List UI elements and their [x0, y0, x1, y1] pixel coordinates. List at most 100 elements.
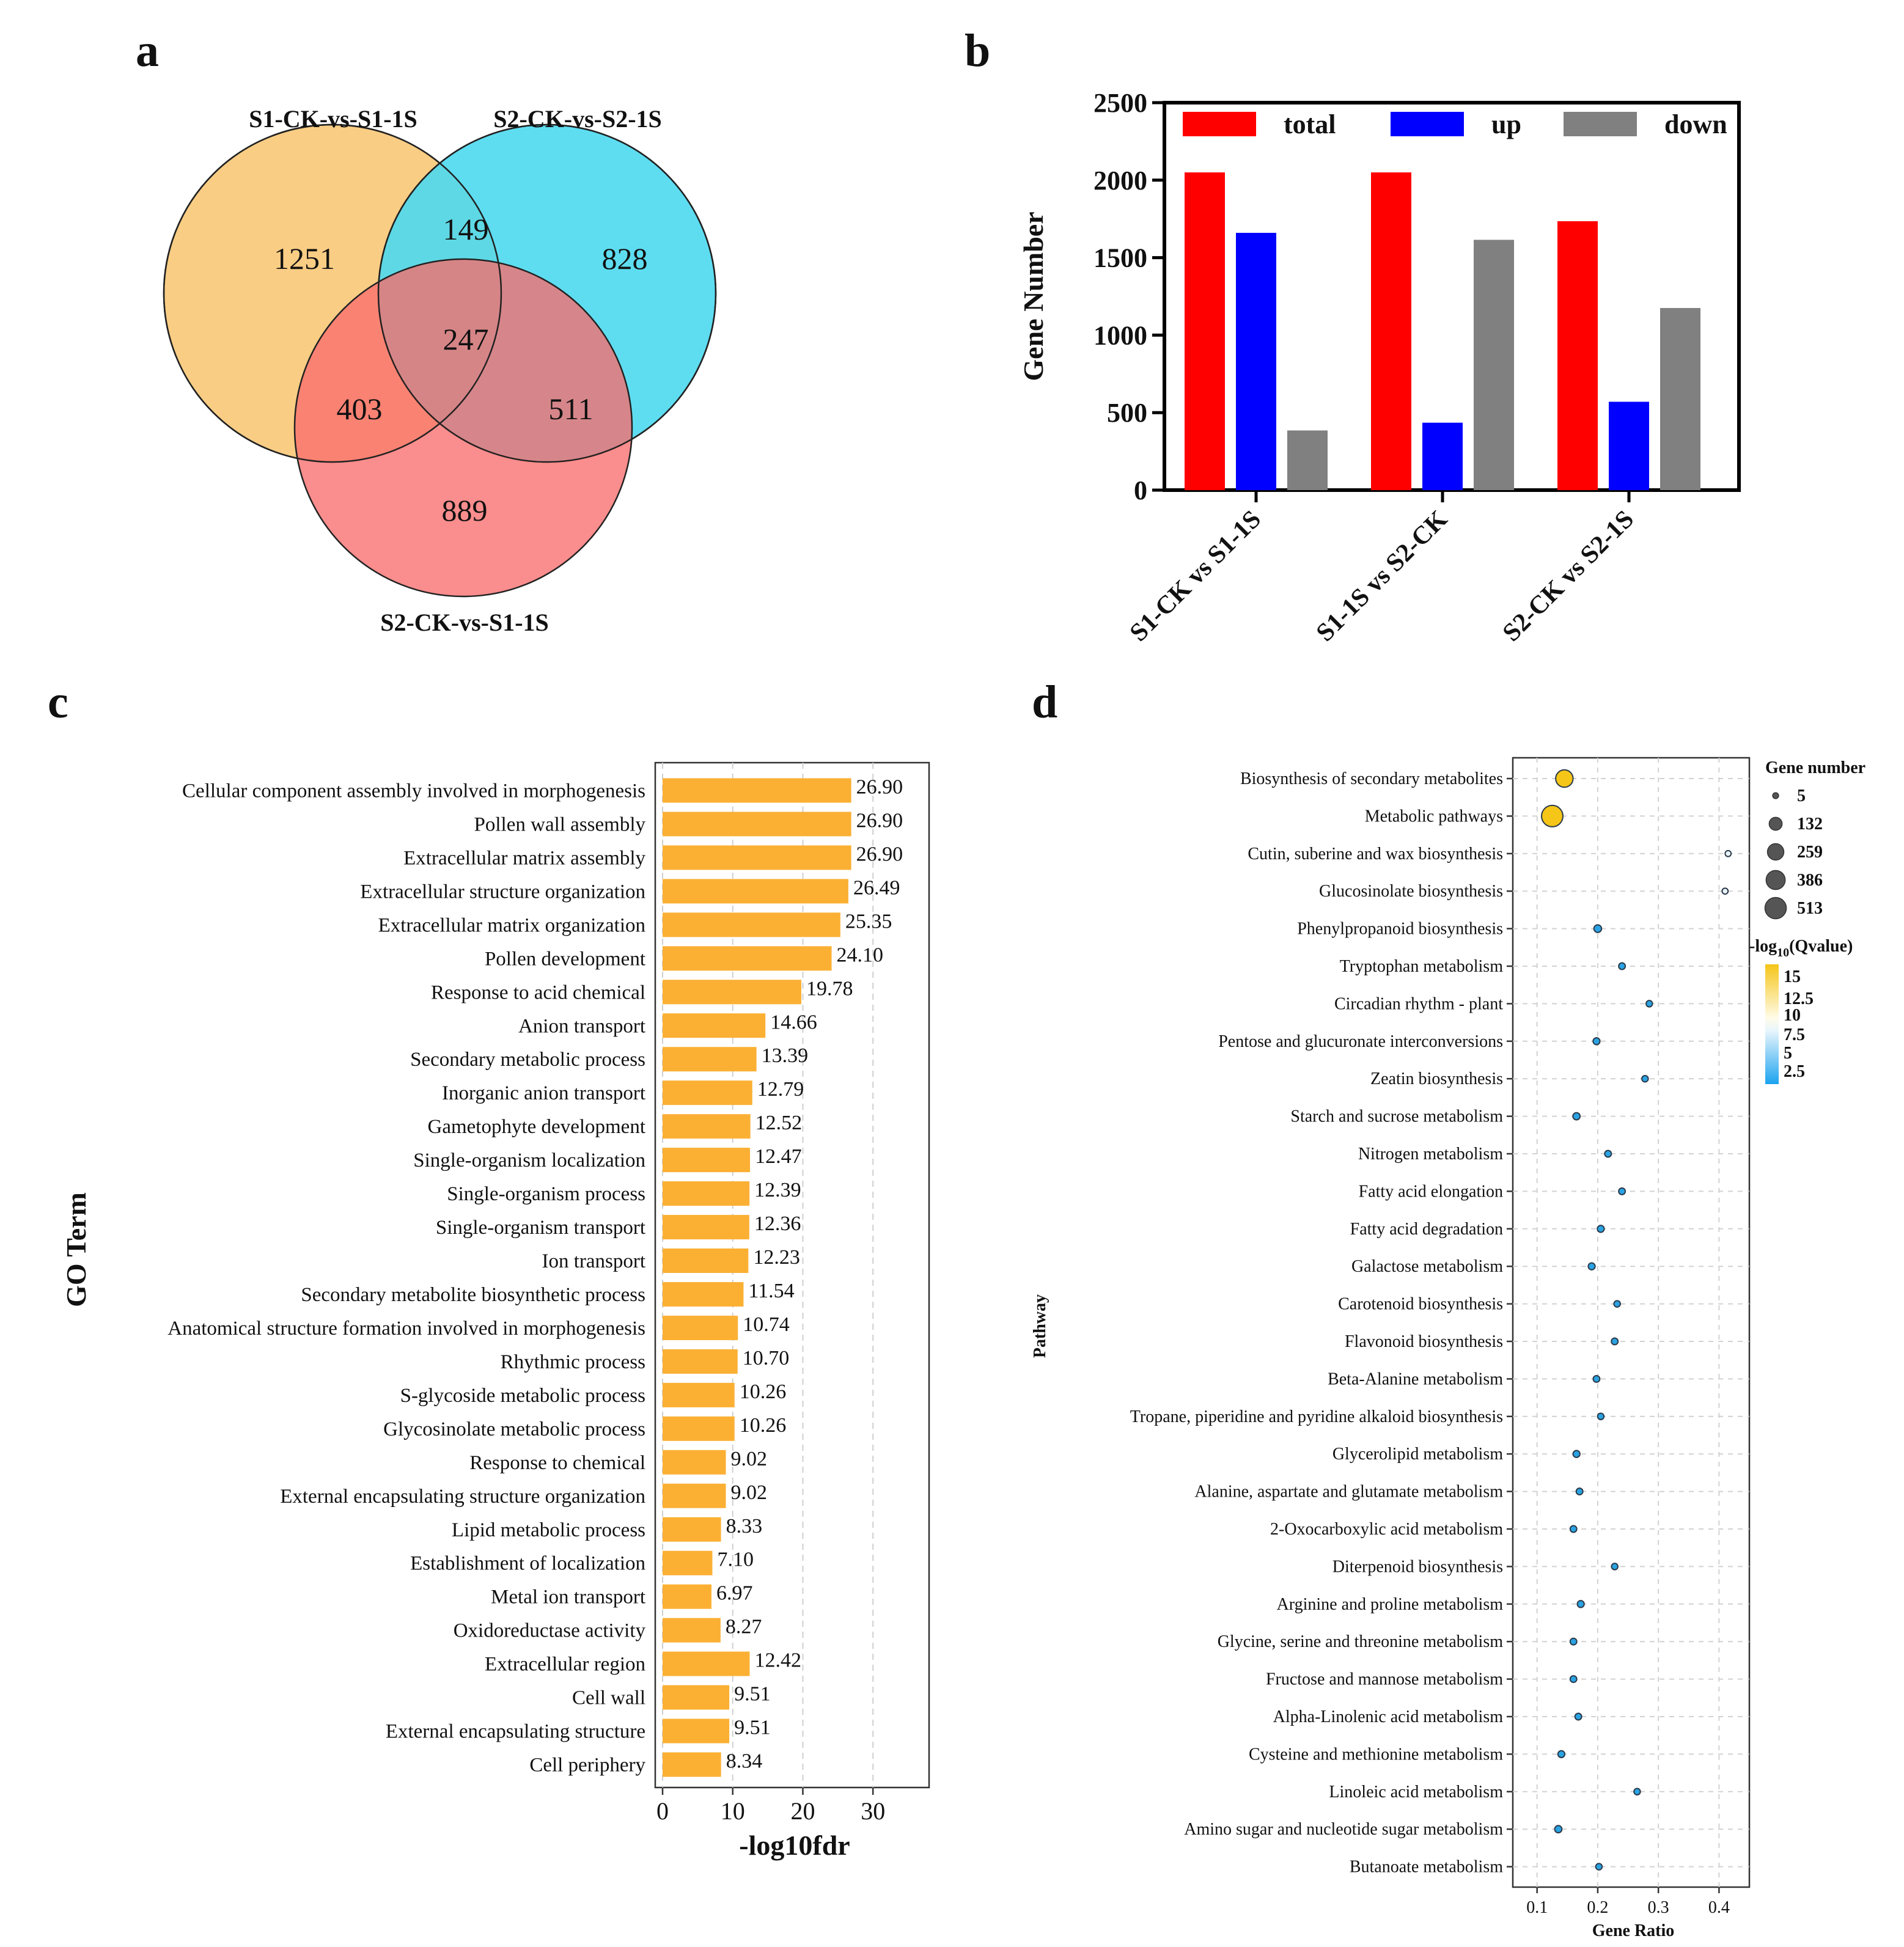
- c-plot-frame: [654, 761, 930, 1789]
- c-x-tick-label: 30: [861, 1797, 885, 1825]
- c-value-label: 9.02: [730, 1481, 767, 1504]
- d-pathway-label: Amino sugar and nucleotide sugar metabol…: [1184, 1820, 1503, 1839]
- c-value-label: 7.10: [717, 1549, 754, 1571]
- c-value-label: 12.39: [754, 1179, 801, 1201]
- c-value-label: 10.26: [740, 1380, 787, 1403]
- c-bar: [663, 845, 851, 870]
- d-pathway-label: Nitrogen metabolism: [1358, 1145, 1503, 1164]
- c-category-label: Secondary metabolite biosynthetic proces…: [301, 1284, 645, 1306]
- c-bar: [663, 1718, 730, 1744]
- d-bubble: [1593, 924, 1603, 933]
- d-pathway-label: Zeatin biosynthesis: [1370, 1069, 1503, 1088]
- b-legend-label-down: down: [1664, 109, 1727, 139]
- c-value-label: 10.26: [740, 1414, 787, 1437]
- c-value-label: 14.66: [770, 1011, 817, 1033]
- b-legend-swatch-total: [1183, 112, 1256, 136]
- d-color-legend-label: 10: [1784, 1006, 1801, 1025]
- d-plot-frame: [1512, 757, 1751, 1888]
- c-bar: [663, 1685, 730, 1710]
- c-bar: [663, 1517, 721, 1542]
- d-y-axis-title: Pathway: [1031, 1294, 1049, 1358]
- c-bar: [663, 1550, 713, 1575]
- c-y-axis-title: GO Term: [61, 1192, 92, 1307]
- d-bubble: [1572, 1450, 1581, 1458]
- c-bar: [663, 1584, 711, 1609]
- d-pathway-label: Fructose and mannose metabolism: [1266, 1670, 1503, 1689]
- d-pathway-label: Biosynthesis of secondary metabolites: [1240, 769, 1503, 788]
- d-pathway-label: Alpha-Linolenic acid metabolism: [1273, 1707, 1504, 1726]
- d-bubble: [1645, 1000, 1653, 1008]
- d-pathway-label: Circadian rhythm - plant: [1334, 994, 1503, 1013]
- d-size-legend-label: 259: [1797, 843, 1823, 862]
- venn-set1-label: S1-CK-vs-S1-1S: [249, 105, 417, 133]
- c-x-axis-title: -log10fdr: [739, 1830, 850, 1861]
- c-category-label: Response to chemical: [469, 1452, 645, 1474]
- d-pathway-label: Carotenoid biosynthesis: [1338, 1295, 1503, 1314]
- c-bar: [663, 1618, 721, 1643]
- venn-set2-label: S2-CK-vs-S2-1S: [493, 105, 662, 133]
- c-value-label: 19.78: [806, 977, 853, 1000]
- b-bar-up: [1236, 233, 1276, 490]
- c-bar: [663, 1047, 757, 1072]
- d-size-legend-dot: [1772, 792, 1779, 799]
- c-bar: [663, 1282, 744, 1307]
- d-bubble: [1572, 1112, 1581, 1121]
- d-bubble: [1557, 1750, 1566, 1759]
- venn-diagram: S1-CK-vs-S1-1S S2-CK-vs-S2-1S S2-CK-vs-S…: [163, 105, 717, 636]
- c-value-label: 8.33: [726, 1515, 763, 1538]
- c-bar: [663, 1382, 735, 1407]
- c-value-label: 8.34: [726, 1750, 763, 1773]
- c-category-label: Extracellular region: [485, 1654, 645, 1676]
- venn-count-only-2: 828: [602, 241, 648, 276]
- c-value-label: 12.47: [755, 1145, 802, 1168]
- c-bar: [663, 1013, 766, 1038]
- c-category-label: Single-organism localization: [413, 1150, 645, 1172]
- c-bar: [663, 1416, 735, 1441]
- d-bubble: [1604, 1150, 1612, 1158]
- d-x-tick-label: 0.3: [1648, 1898, 1669, 1917]
- d-bubble: [1641, 1074, 1649, 1083]
- d-x-tick-label: 0.1: [1526, 1898, 1548, 1917]
- c-bar: [663, 1349, 738, 1374]
- d-bubble: [1574, 1712, 1582, 1721]
- d-pathway-label: Metabolic pathways: [1365, 807, 1503, 826]
- c-bar: [663, 812, 851, 837]
- d-color-legend-label: 5: [1784, 1044, 1792, 1063]
- b-legend-swatch-up: [1391, 112, 1464, 136]
- c-category-label: Pollen wall assembly: [474, 813, 646, 835]
- d-color-legend-title: -log10(Qvalue): [1749, 937, 1853, 959]
- c-bar: [663, 946, 832, 971]
- b-y-tick-label: 2500: [1094, 88, 1147, 118]
- c-value-label: 10.70: [743, 1347, 790, 1370]
- c-value-label: 6.97: [716, 1582, 753, 1605]
- c-bar: [663, 879, 848, 904]
- c-bar: [663, 778, 851, 803]
- b-x-tick-label: S1-CK vs S1-1S: [1125, 505, 1266, 647]
- c-bar: [663, 1114, 751, 1139]
- c-category-label: Extracellular matrix assembly: [403, 847, 645, 869]
- c-category-label: S-glycoside metabolic process: [400, 1385, 645, 1407]
- panel-label-b: b: [965, 25, 990, 76]
- c-category-label: Extracellular structure organization: [360, 881, 645, 903]
- d-pathway-label: Fatty acid elongation: [1359, 1182, 1503, 1201]
- panel-label-c: c: [48, 676, 68, 728]
- panel-label-d: d: [1032, 676, 1057, 728]
- d-pathway-label: Cysteine and methionine metabolism: [1249, 1745, 1503, 1764]
- venn-set3-label: S2-CK-vs-S1-1S: [380, 609, 549, 636]
- b-y-tick-label: 0: [1134, 475, 1147, 505]
- d-color-legend-label: 2.5: [1784, 1062, 1805, 1081]
- d-size-legend-label: 5: [1797, 787, 1806, 805]
- c-category-label: Cell periphery: [529, 1755, 645, 1777]
- go-term-bar-chart: GO Term -log10fdr 0 10 20 30 Cellular compon…: [61, 761, 930, 1861]
- c-bar: [663, 1080, 752, 1106]
- c-value-label: 26.90: [856, 776, 903, 798]
- panel-label-a: a: [136, 25, 159, 76]
- d-pathway-label: Beta-Alanine metabolism: [1328, 1370, 1503, 1388]
- d-bubble: [1613, 1300, 1621, 1308]
- d-size-legend-label: 386: [1797, 871, 1823, 890]
- c-value-label: 25.35: [845, 910, 892, 933]
- c-value-label: 12.79: [757, 1078, 804, 1101]
- c-value-label: 26.90: [856, 809, 903, 832]
- d-bubble: [1592, 1374, 1601, 1383]
- d-bubble: [1575, 1487, 1584, 1496]
